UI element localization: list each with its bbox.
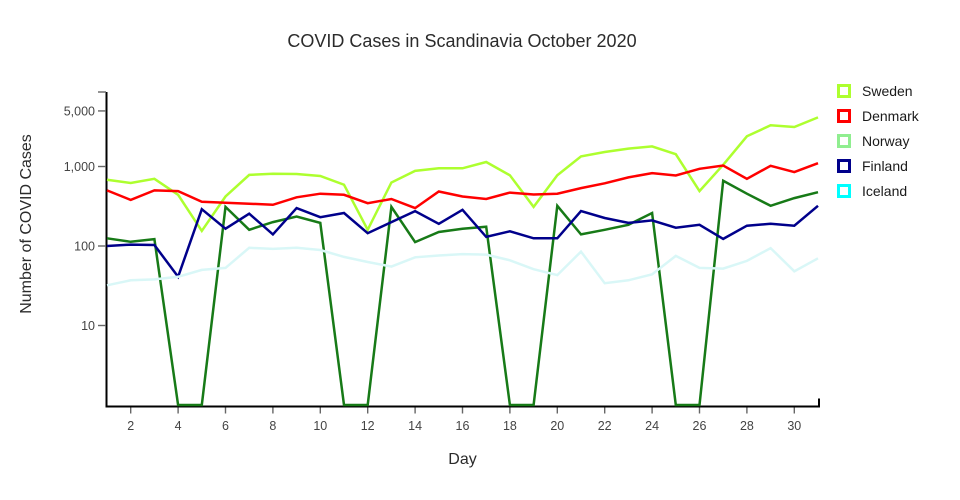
y-tick-label: 1,000 <box>64 160 95 174</box>
x-tick-label: 20 <box>550 419 564 433</box>
legend-item-sweden[interactable]: Sweden <box>837 84 919 98</box>
legend-label-denmark: Denmark <box>862 108 919 124</box>
legend-label-sweden: Sweden <box>862 83 913 99</box>
x-tick-label: 26 <box>693 419 707 433</box>
x-tick-label: 24 <box>645 419 659 433</box>
legend-item-finland[interactable]: Finland <box>837 159 919 173</box>
line-iceland[interactable] <box>106 246 819 287</box>
x-tick-label: 14 <box>408 419 422 433</box>
legend-item-denmark[interactable]: Denmark <box>837 109 919 123</box>
x-tick-label: 30 <box>787 419 801 433</box>
y-tick-label: 10 <box>81 319 95 333</box>
line-norway[interactable] <box>106 178 819 407</box>
line-denmark[interactable] <box>106 162 819 210</box>
legend-swatch-denmark <box>837 109 851 123</box>
legend-swatch-finland <box>837 159 851 173</box>
y-tick-label: 5,000 <box>64 104 95 118</box>
x-tick-label: 16 <box>456 419 470 433</box>
line-sweden[interactable] <box>106 116 819 234</box>
legend: Sweden Denmark Norway Finland Iceland <box>837 84 919 209</box>
legend-item-iceland[interactable]: Iceland <box>837 184 919 198</box>
legend-swatch-sweden <box>837 84 851 98</box>
x-tick-label: 8 <box>269 419 276 433</box>
x-tick-label: 22 <box>598 419 612 433</box>
legend-label-norway: Norway <box>862 133 910 149</box>
legend-item-norway[interactable]: Norway <box>837 134 919 148</box>
legend-label-finland: Finland <box>862 158 908 174</box>
x-tick-label: 10 <box>313 419 327 433</box>
legend-swatch-iceland <box>837 184 851 198</box>
line-finland[interactable] <box>106 204 819 280</box>
x-tick-label: 18 <box>503 419 517 433</box>
legend-label-iceland: Iceland <box>862 183 908 199</box>
x-tick-label: 2 <box>127 419 134 433</box>
chart-title: COVID Cases in Scandinavia October 2020 <box>287 31 637 51</box>
y-tick-label: 100 <box>74 240 95 254</box>
x-tick-label: 12 <box>361 419 375 433</box>
legend-swatch-norway <box>837 134 851 148</box>
x-tick-label: 4 <box>175 419 182 433</box>
x-tick-label: 6 <box>222 419 229 433</box>
x-tick-label: 28 <box>740 419 754 433</box>
x-axis-title: Day <box>448 451 477 468</box>
